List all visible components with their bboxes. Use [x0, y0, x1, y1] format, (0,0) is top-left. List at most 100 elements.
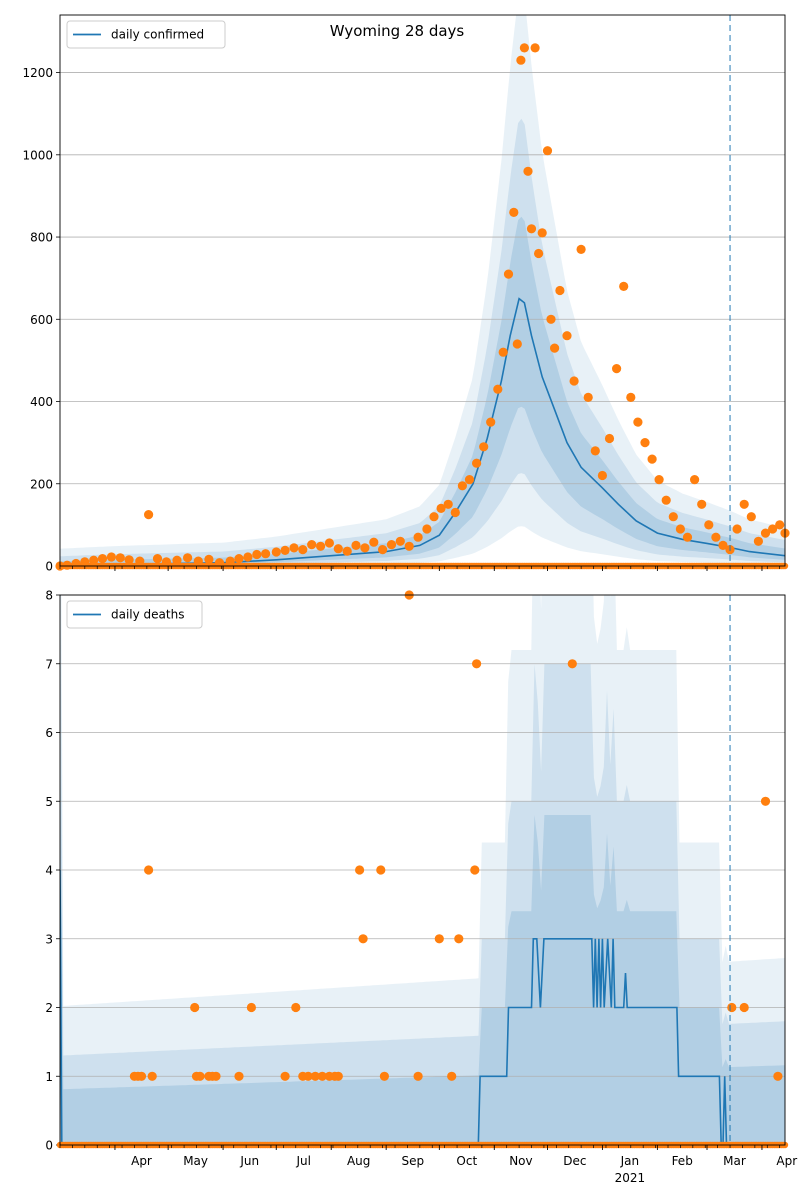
legend: daily deaths [66, 600, 203, 629]
observed-point [472, 458, 482, 468]
observed-point [775, 520, 785, 530]
observed-point [682, 532, 693, 542]
observed-point [144, 865, 154, 875]
observed-point [546, 314, 556, 324]
observed-point [450, 507, 460, 518]
y-tick-label: 0 [45, 560, 53, 574]
observed-point [193, 556, 203, 566]
observed-point [246, 1002, 256, 1013]
observed-point [633, 417, 643, 427]
observed-point [124, 555, 134, 565]
observed-point [654, 475, 664, 485]
observed-point [760, 528, 771, 538]
observed-point [530, 43, 540, 53]
observed-point [386, 540, 397, 550]
observed-point [358, 934, 368, 944]
observed-point [310, 1071, 320, 1081]
x-tick-label: Apr [776, 1154, 797, 1168]
observed-point [597, 470, 608, 481]
observed-point [147, 1071, 157, 1081]
observed-point [204, 554, 214, 565]
x-tick-label: Sep [401, 1154, 424, 1168]
observed-point [519, 43, 530, 53]
x-tick-label: Apr [131, 1154, 152, 1168]
observed-point [195, 1071, 205, 1081]
legend-label: daily confirmed [111, 28, 204, 42]
observed-point [303, 1071, 313, 1081]
observed-point [604, 433, 615, 444]
observed-point [534, 248, 544, 259]
observed-point [289, 543, 299, 553]
x-tick-label: May [183, 1154, 208, 1168]
observed-point [503, 269, 514, 279]
observed-point [498, 347, 508, 357]
x-tick-label: Aug [347, 1154, 370, 1168]
uncertainty-band [60, 15, 785, 566]
observed-point [316, 541, 326, 551]
model-line [60, 869, 785, 1145]
observed-point [668, 512, 678, 522]
x-year-label: 2021 [615, 1171, 646, 1185]
uncertainty-bands [60, 15, 785, 566]
confirmed-panel: 0 200 400 600 800 1000 1200 daily confirmed [22, 14, 790, 574]
y-tick-label: 1 [45, 1070, 53, 1084]
y-tick-label: 3 [45, 932, 53, 946]
legend: daily confirmed [66, 20, 226, 49]
x-tick-label: Mar [723, 1154, 746, 1168]
x-tick-label: Oct [456, 1154, 477, 1168]
x-tick-label: Jun [239, 1154, 259, 1168]
y-tick-label: 8 [45, 589, 53, 603]
observed-point [675, 524, 686, 534]
y-tick-label: 6 [45, 726, 53, 740]
observed-point [172, 555, 182, 565]
observed-point [152, 554, 163, 564]
y-tick-label: 0 [45, 1139, 53, 1153]
observed-point [404, 541, 414, 551]
observed-point [436, 503, 446, 513]
observed-point [317, 1071, 327, 1081]
observed-point [454, 934, 464, 944]
observed-point [214, 558, 225, 568]
observed-point [234, 1071, 244, 1081]
x-tick-label: Feb [672, 1154, 693, 1168]
y-tick-label: 4 [45, 864, 53, 878]
observed-point [583, 392, 593, 402]
observed-point [697, 499, 707, 509]
x-tick-label: Jan [620, 1154, 640, 1168]
observed-point [333, 544, 343, 554]
observed-point [457, 481, 467, 491]
legend-box [66, 20, 226, 49]
y-tick-label: 5 [45, 795, 53, 809]
observed-point [136, 1071, 147, 1081]
observed-point [464, 475, 475, 485]
y-tick-label: 600 [30, 313, 53, 327]
observed-point [512, 339, 522, 349]
observed-points [55, 43, 790, 571]
observed-point [555, 285, 565, 296]
observed-point [144, 509, 154, 520]
deaths-panel: 0 1 2 3 4 5 6 7 8 Apr May Jun Jul Aug Sep Oct Nov Dec Jan F… [45, 589, 797, 1186]
observed-point [413, 532, 423, 542]
legend-box [66, 600, 203, 629]
observed-point [413, 1071, 423, 1081]
observed-point [298, 545, 308, 555]
observed-point [261, 549, 271, 559]
observed-point [486, 417, 496, 427]
observed-point [746, 512, 756, 522]
observed-point [378, 545, 388, 555]
observed-point [711, 532, 721, 542]
chart-title: Wyoming 28 days [330, 22, 465, 40]
observed-point [479, 442, 489, 452]
y-tick-label: 1000 [22, 148, 53, 162]
observed-point [526, 224, 537, 234]
observed-point [567, 659, 577, 669]
observed-point [395, 536, 405, 546]
x-tick-label: Dec [563, 1154, 586, 1168]
observed-point [342, 546, 352, 556]
observed-point [280, 545, 290, 556]
observed-point [640, 438, 650, 448]
legend-label: daily deaths [111, 608, 184, 622]
observed-point [768, 524, 778, 534]
uncertainty-band [60, 118, 785, 566]
